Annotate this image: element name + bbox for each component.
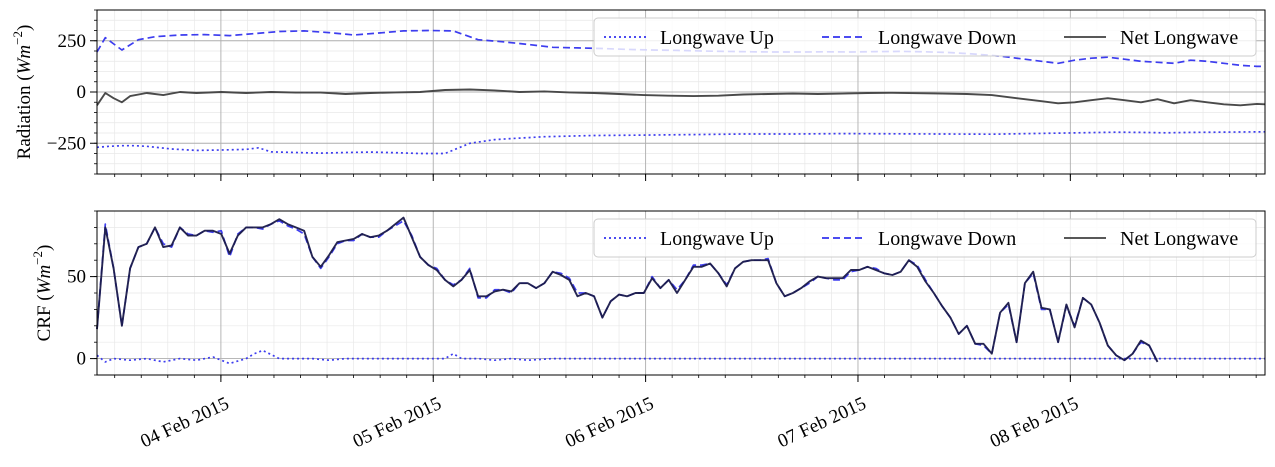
radiation-series	[96, 29, 1266, 155]
y-tick-label: 50	[67, 267, 86, 288]
crf-legend: Longwave Up Longwave Down Net Longwave	[593, 218, 1257, 258]
legend-label-longwave-up: Longwave Up	[660, 27, 774, 49]
crf-panel: 50 0 CRF (Wm−2) Longwave Up Longwave Down N…	[30, 210, 1266, 382]
y-tick-label: 0	[77, 349, 87, 370]
radiation-ylabel: Radiation (Wm−2)	[10, 25, 35, 160]
series-longwave-down	[96, 219, 1159, 363]
x-tick-label: 04 Feb 2015	[137, 393, 232, 452]
series-longwave-down	[96, 29, 1266, 68]
x-tick-label: 06 Feb 2015	[562, 393, 657, 452]
date-axis-labels: 04 Feb 2015 05 Feb 2015 06 Feb 2015 07 Feb …	[137, 393, 1081, 452]
x-tick-label: 05 Feb 2015	[350, 393, 445, 452]
crf-series	[96, 216, 1266, 365]
series-net-longwave	[96, 216, 1159, 363]
radiation-legend: Longwave Up Longwave Down Net Longwave	[593, 17, 1257, 57]
x-tick-label: 07 Feb 2015	[775, 393, 870, 452]
legend-label-longwave-down: Longwave Down	[878, 228, 1016, 250]
y-tick-label: 0	[77, 82, 87, 103]
series-longwave-up	[96, 349, 1266, 365]
legend-box	[593, 218, 1257, 258]
legend-label-longwave-up: Longwave Up	[660, 228, 774, 250]
crf-ylabel: CRF (Wm−2)	[30, 245, 55, 342]
legend-box	[593, 17, 1257, 57]
series-longwave-up	[96, 130, 1266, 155]
radiation-ticks: 250 0 −250	[47, 9, 1257, 181]
series-net-longwave	[96, 88, 1266, 107]
x-tick-label: 08 Feb 2015	[987, 393, 1082, 452]
legend-label-net-longwave: Net Longwave	[1120, 27, 1238, 49]
legend-label-longwave-down: Longwave Down	[878, 27, 1016, 49]
y-tick-label: −250	[47, 133, 86, 154]
y-tick-label: 250	[58, 31, 87, 52]
crf-ticks: 50 0	[67, 210, 1257, 382]
legend-label-net-longwave: Net Longwave	[1120, 228, 1238, 250]
